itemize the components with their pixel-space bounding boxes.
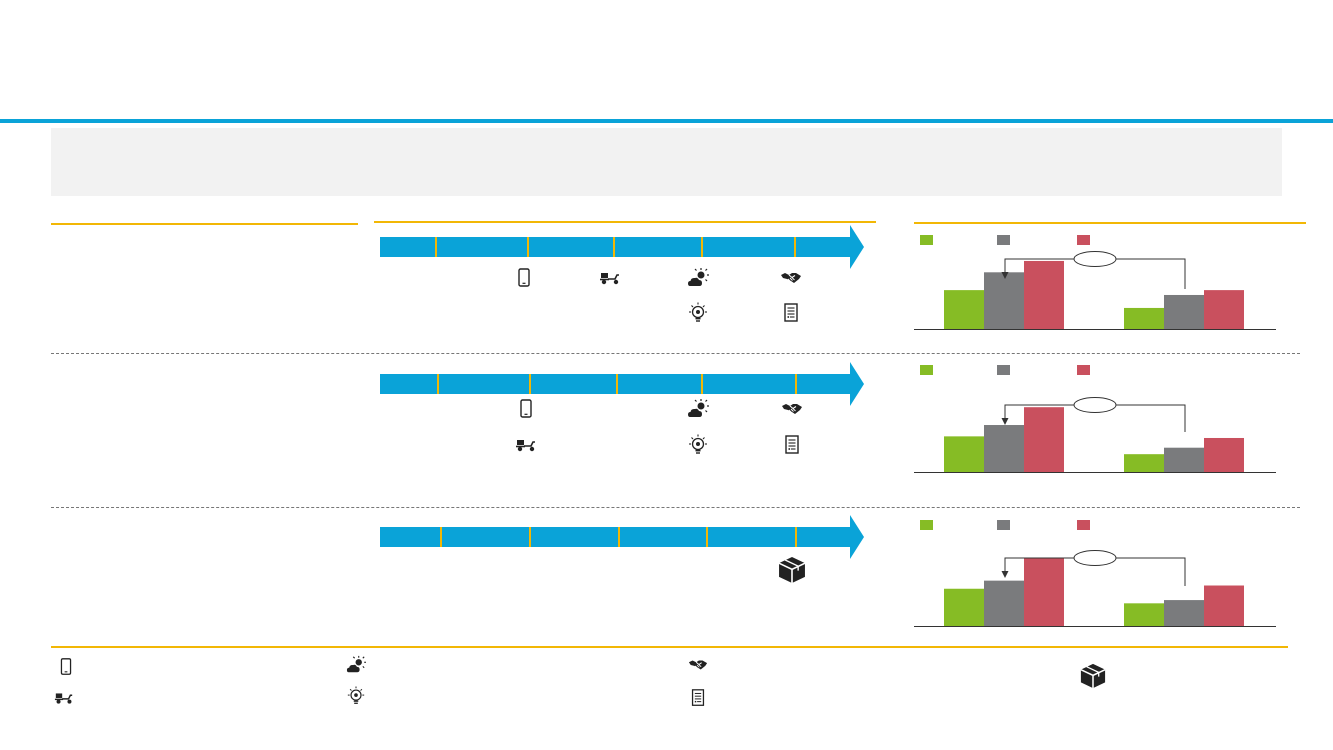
change-bubble: [1073, 397, 1117, 413]
bar-g1-s1: [944, 290, 984, 329]
legend-swatch-1: [920, 520, 933, 530]
chart-svg: [914, 235, 1276, 330]
bar-g2-s3: [1204, 585, 1244, 626]
lightbulb-gear-icon: [687, 302, 709, 324]
sun-cloud-icon: [687, 267, 709, 289]
legend-swatch-2: [997, 235, 1010, 245]
bar-g2-s2: [1164, 447, 1204, 472]
bar-g2-s3: [1204, 290, 1244, 329]
handshake-icon: [780, 267, 802, 289]
legend-handshake-icon: [688, 655, 708, 675]
bar-chart-1: [914, 225, 1284, 355]
legend-swatch-3: [1077, 235, 1090, 245]
legend-mobile-phone-icon: [56, 657, 76, 677]
legend-swatch-1: [920, 235, 933, 245]
legend-document-list-icon: [688, 688, 708, 708]
legend-package-box-icon: [1079, 662, 1107, 690]
delivery-scooter-icon: [599, 267, 621, 289]
bar-g1-s3: [1024, 407, 1064, 472]
timeline-column-rule: [374, 221, 876, 223]
legend-lightbulb-gear-icon: [346, 686, 366, 706]
document-list-icon: [780, 302, 802, 324]
left-column-rule: [51, 223, 358, 225]
connector-arrowhead: [1001, 272, 1009, 279]
row-divider-2: [51, 507, 1300, 508]
bar-g2-s1: [1124, 307, 1164, 329]
bar-g2-s1: [1124, 454, 1164, 472]
change-bubble: [1073, 550, 1117, 566]
lightbulb-gear-icon: [687, 434, 709, 456]
bar-g1-s3: [1024, 260, 1064, 329]
mobile-phone-icon: [513, 267, 535, 289]
legend-swatch-3: [1077, 365, 1090, 375]
header-rule: [0, 119, 1333, 123]
package-box-icon: [777, 555, 807, 585]
legend-swatch-2: [997, 520, 1010, 530]
timeline-arrow-3: [380, 515, 864, 559]
bar-g2-s2: [1164, 294, 1204, 329]
bar-g1-s3: [1024, 557, 1064, 626]
legend-swatch-3: [1077, 520, 1090, 530]
bar-g1-s1: [944, 436, 984, 472]
bar-g2-s1: [1124, 603, 1164, 626]
chart-column-rule: [914, 222, 1306, 224]
timeline-arrow-1: [380, 225, 864, 269]
delivery-scooter-icon: [515, 434, 537, 456]
mobile-phone-icon: [515, 398, 537, 420]
row-divider-1: [51, 353, 1300, 354]
document-list-icon: [781, 434, 803, 456]
legend-swatch-1: [920, 365, 933, 375]
legend-sun-cloud-icon: [346, 655, 366, 675]
connector-arrowhead: [1001, 418, 1009, 425]
chart-svg: [914, 365, 1276, 473]
footer-rule: [51, 646, 1288, 648]
bar-chart-3: [914, 510, 1284, 640]
bar-g1-s2: [984, 272, 1024, 329]
connector-arrowhead: [1001, 571, 1009, 578]
bar-g2-s2: [1164, 600, 1204, 626]
bar-g2-s3: [1204, 437, 1244, 472]
bar-chart-2: [914, 355, 1284, 485]
bar-g1-s2: [984, 425, 1024, 472]
handshake-icon: [781, 398, 803, 420]
chart-svg: [914, 520, 1276, 627]
summary-panel: [51, 128, 1282, 196]
legend-swatch-2: [997, 365, 1010, 375]
legend-delivery-scooter-icon: [54, 688, 74, 708]
timeline-arrow-2: [380, 362, 864, 406]
sun-cloud-icon: [687, 398, 709, 420]
bar-g1-s1: [944, 588, 984, 626]
change-bubble: [1073, 251, 1117, 267]
bar-g1-s2: [984, 580, 1024, 626]
